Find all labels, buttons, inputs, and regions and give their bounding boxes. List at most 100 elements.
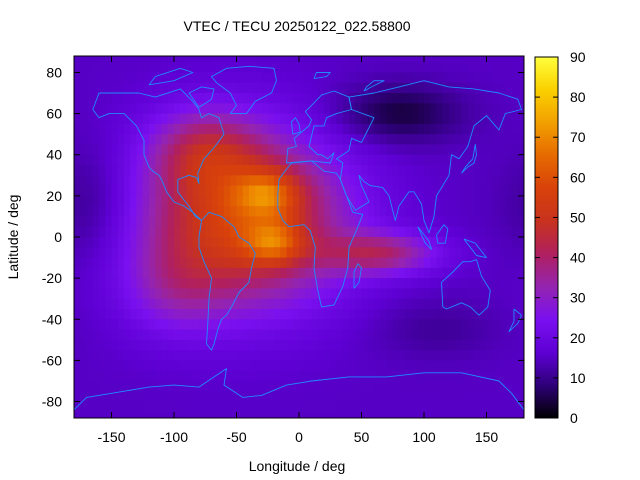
heatmap-cell (449, 206, 456, 217)
heatmap-cell (80, 391, 87, 403)
heatmap-cell (486, 380, 494, 392)
heatmap-cell (180, 308, 187, 320)
heatmap-cell (324, 237, 331, 248)
heatmap-cell (299, 175, 306, 187)
heatmap-cell (155, 370, 162, 382)
heatmap-cell (324, 267, 331, 279)
heatmap-cell (399, 93, 406, 104)
heatmap-cell (355, 401, 362, 413)
heatmap-cell (405, 257, 412, 269)
heatmap-cell (517, 113, 525, 125)
heatmap-cell (86, 185, 94, 197)
heatmap-cell (92, 298, 100, 310)
heatmap-cell (174, 216, 181, 228)
heatmap-cell (105, 123, 112, 135)
heatmap-cell (424, 175, 431, 187)
heatmap-cell (517, 154, 525, 166)
heatmap-cell (199, 72, 206, 84)
heatmap-cell (499, 391, 506, 403)
heatmap-cell (199, 370, 206, 382)
heatmap-cell (267, 123, 275, 135)
heatmap-cell (149, 247, 156, 259)
heatmap-cell (392, 103, 400, 115)
heatmap-cell (130, 278, 137, 289)
heatmap-cell (105, 93, 112, 104)
heatmap-cell (374, 72, 381, 84)
heatmap-cell (80, 360, 87, 372)
heatmap-cell (292, 62, 300, 73)
heatmap-cell (136, 206, 144, 217)
heatmap-cell (130, 206, 137, 217)
heatmap-cell (267, 144, 275, 156)
heatmap-cell (380, 93, 387, 104)
heatmap-cell (349, 339, 356, 351)
heatmap-cell (411, 113, 419, 125)
heatmap-cell (192, 72, 200, 84)
heatmap-cell (292, 195, 300, 207)
heatmap-cell (511, 82, 519, 94)
heatmap-cell (511, 62, 519, 73)
heatmap-cell (517, 185, 525, 197)
heatmap-cell (386, 319, 394, 331)
heatmap-cell (424, 134, 431, 145)
colorbar-tick-label: 90 (570, 49, 586, 65)
heatmap-cell (467, 370, 475, 382)
heatmap-cell (111, 165, 119, 176)
heatmap-cell (99, 401, 106, 413)
coastline-novaya-zemlya (363, 80, 385, 92)
heatmap-cell (224, 113, 231, 125)
heatmap-cell (186, 226, 194, 238)
heatmap-cell (461, 288, 469, 300)
heatmap-cell (411, 165, 419, 176)
heatmap-cell (217, 62, 225, 73)
heatmap-cell (411, 103, 419, 115)
heatmap-cell (492, 237, 500, 248)
heatmap-cell (124, 206, 131, 217)
heatmap-cell (430, 72, 437, 84)
heatmap-cell (474, 298, 481, 310)
heatmap-cell (199, 339, 206, 351)
heatmap-cell (280, 144, 287, 156)
heatmap-cell (124, 329, 131, 341)
heatmap-cell (330, 103, 337, 115)
heatmap-cell (517, 226, 525, 238)
heatmap-cell (274, 175, 281, 187)
heatmap-cell (236, 339, 244, 351)
heatmap-cell (374, 175, 381, 187)
heatmap-cell (474, 56, 481, 63)
heatmap-cell (342, 339, 350, 351)
heatmap-cell (430, 56, 437, 63)
heatmap-cell (305, 319, 312, 331)
heatmap-cell (236, 226, 244, 238)
heatmap-cell (499, 380, 506, 392)
heatmap-cell (455, 411, 462, 419)
colorbar-tick-label: 20 (570, 330, 586, 346)
heatmap-cell (349, 226, 356, 238)
heatmap-cell (74, 134, 81, 145)
heatmap-cell (199, 216, 206, 228)
heatmap-cell (149, 391, 156, 403)
heatmap-cell (442, 216, 450, 228)
heatmap-cell (474, 401, 481, 413)
heatmap-cell (330, 206, 337, 217)
heatmap-cell (317, 278, 325, 289)
heatmap-cell (411, 339, 419, 351)
heatmap-cell (511, 216, 519, 228)
heatmap-cell (192, 195, 200, 207)
heatmap-cell (480, 267, 487, 279)
heatmap-cell (230, 391, 237, 403)
heatmap-cell (480, 195, 487, 207)
heatmap-cell (474, 113, 481, 125)
heatmap-cell (217, 237, 225, 248)
heatmap-cell (492, 113, 500, 125)
heatmap-cell (374, 82, 381, 94)
heatmap-cell (311, 288, 319, 300)
heatmap-cell (105, 308, 112, 320)
heatmap-cell (486, 360, 494, 372)
heatmap-cell (74, 165, 81, 176)
heatmap-cell (392, 401, 400, 413)
heatmap-cell (280, 165, 287, 176)
heatmap-cell (430, 175, 437, 187)
heatmap-cell (511, 237, 519, 248)
heatmap-cell (417, 257, 425, 269)
